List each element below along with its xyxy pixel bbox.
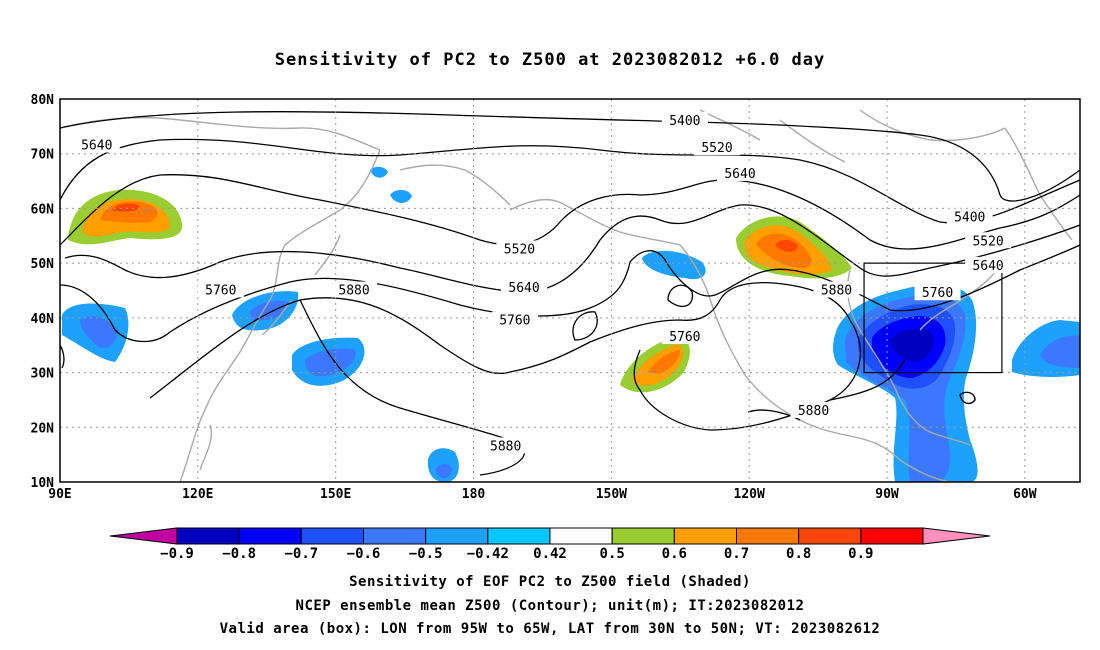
- lat-label: 70N: [31, 148, 55, 163]
- lon-label: 90W: [875, 487, 899, 502]
- lat-label: 20N: [31, 421, 55, 436]
- colorbar-label: 0.7: [724, 546, 749, 562]
- plot-title: Sensitivity of PC2 to Z500 at 2023082012…: [274, 50, 826, 70]
- colorbar-swatch: [425, 527, 489, 545]
- colorbar-swatch: [238, 527, 302, 545]
- colorbar-label: 0.8: [786, 546, 811, 562]
- contour-label-bg: [496, 240, 543, 257]
- lon-label: 120E: [182, 487, 213, 502]
- valid-area-box: [863, 262, 1003, 374]
- contour-label: 5880: [490, 439, 521, 454]
- contour-label: 5400: [669, 114, 700, 129]
- lat-label: 30N: [31, 367, 55, 382]
- contour-label-bg: [914, 284, 961, 301]
- contour-label: 5760: [669, 330, 700, 345]
- contour-label-bg: [813, 281, 860, 298]
- contour-label-bg: [790, 401, 837, 418]
- contour-label-bg: [661, 111, 708, 128]
- latitude-labels: 80N 70N 60N 50N 40N 30N 20N 10N: [31, 93, 55, 491]
- colorbar-swatch: [736, 527, 800, 545]
- lat-label: 40N: [31, 312, 55, 327]
- contour-label: 5400: [954, 211, 985, 226]
- colorbar-swatch: [176, 527, 240, 545]
- colorbar-label: −0.9: [160, 546, 194, 562]
- contour-label: 5520: [972, 234, 1003, 249]
- contour-label-bg: [946, 208, 993, 225]
- lon-label: 180: [462, 487, 486, 502]
- contour-label-bg: [331, 281, 378, 298]
- contour-label: 5640: [508, 281, 539, 296]
- colorbar-label: 0.6: [662, 546, 687, 562]
- colorbar-label: −0.7: [284, 546, 318, 562]
- contour-label: 5520: [701, 141, 732, 156]
- contour-label-bg: [717, 164, 763, 181]
- colorbar-swatch: [363, 527, 427, 545]
- lat-label: 10N: [31, 476, 55, 491]
- lat-label: 80N: [31, 93, 55, 108]
- lon-label: 150E: [320, 487, 351, 502]
- colorbar-label: −0.5: [409, 546, 443, 562]
- contour-label: 5880: [821, 284, 852, 299]
- colorbar-swatch: [611, 527, 675, 545]
- contour-label: 5640: [81, 139, 112, 154]
- contour-label: 5640: [972, 259, 1003, 274]
- lon-label: 120W: [734, 487, 765, 502]
- lon-label: 150W: [596, 487, 627, 502]
- contour-label-bg: [965, 256, 1012, 273]
- colorbar-swatch: [673, 527, 737, 545]
- footer-line-3: Valid area (box): LON from 95W to 65W, L…: [219, 621, 881, 637]
- contour-label-bg: [197, 281, 244, 298]
- contour-label-bg: [694, 139, 741, 156]
- contour-label-bg: [73, 136, 120, 153]
- contour-label: 5760: [922, 286, 953, 301]
- contour-label: 5640: [724, 167, 755, 182]
- colorbar-label: −0.8: [222, 546, 256, 562]
- contour-labels: 5400552056405400552056405760588056405760…: [73, 111, 1012, 454]
- lon-label: 60W: [1013, 487, 1037, 502]
- grid-lines: [60, 99, 1080, 482]
- colorbar-left-arrow: [109, 527, 178, 545]
- contour-label-bg: [501, 278, 548, 295]
- lat-label: 50N: [31, 257, 55, 272]
- longitude-labels: 90E 120E 150E 180 150W 120W 90W 60W: [48, 487, 1037, 502]
- map-frame: [59, 98, 1081, 483]
- colorbar-label: −0.42: [467, 546, 509, 562]
- colorbar-swatch: [487, 527, 551, 545]
- colorbar-label: −0.6: [347, 546, 381, 562]
- contour-label: 5760: [205, 284, 236, 299]
- contour-label-bg: [482, 437, 529, 454]
- contour-label: 5760: [499, 314, 530, 329]
- footer-line-2: NCEP ensemble mean Z500 (Contour); unit(…: [295, 598, 805, 614]
- contour-label: 5880: [798, 404, 829, 419]
- colorbar-right-arrow: [922, 527, 991, 545]
- z500-contours: [60, 111, 1080, 476]
- footer-line-1: Sensitivity of EOF PC2 to Z500 field (Sh…: [349, 574, 751, 590]
- contour-label-bg: [661, 328, 708, 345]
- contour-label: 5880: [338, 284, 369, 299]
- lat-label: 60N: [31, 202, 55, 217]
- colorbar-label: 0.9: [848, 546, 873, 562]
- colorbar-swatch: [549, 527, 613, 545]
- colorbar-label: 0.5: [600, 546, 625, 562]
- contour-label-bg: [491, 311, 538, 328]
- colorbar-swatch: [860, 527, 924, 545]
- contour-label-bg: [965, 232, 1012, 249]
- colorbar-label: 0.42: [533, 546, 567, 562]
- lon-label: 90E: [48, 487, 71, 502]
- contour-label: 5520: [504, 242, 535, 257]
- colorbar-swatch: [300, 527, 365, 545]
- colorbar-swatch: [798, 527, 862, 545]
